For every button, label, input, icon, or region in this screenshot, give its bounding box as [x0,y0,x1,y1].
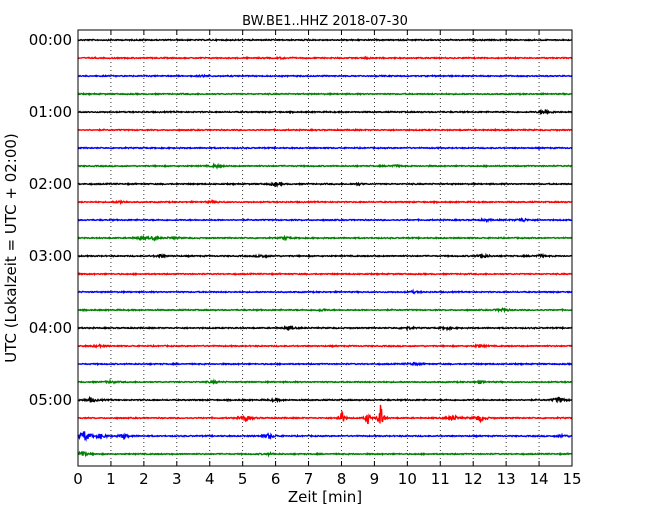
x-tick-label: 8 [337,470,347,488]
y-tick-label: 05:00 [29,391,72,409]
trace-0045 [77,91,573,97]
x-tick-label: 15 [562,470,581,488]
trace-0130 [77,145,573,151]
y-axis-ticks: 00:00 01:00 02:00 03:00 04:00 05:00 [29,31,572,409]
trace-0115 [77,127,573,133]
trace-0415 [77,343,573,350]
trace-0530 [77,431,573,443]
trace-0015 [77,55,573,61]
trace-0230 [77,217,573,224]
x-tick-label: 9 [370,470,380,488]
plot-frame [77,29,573,467]
x-axis-label: Zeit [min] [288,488,362,506]
x-tick-label: 3 [172,470,182,488]
trace-0200 [77,181,573,188]
trace-0330 [77,288,573,295]
x-tick-label: 2 [139,470,149,488]
trace-0500 [77,395,573,404]
trace-0215 [77,198,573,206]
trace-0100 [77,108,573,116]
trace-0030 [77,73,573,79]
x-tick-label: 11 [431,470,450,488]
trace-0315 [77,271,573,277]
x-tick-label: 10 [398,470,417,488]
seismic-traces [77,37,573,458]
trace-0400 [77,325,573,332]
x-tick-label: 12 [464,470,483,488]
trace-0245 [77,234,573,242]
y-tick-label: 03:00 [29,247,72,265]
x-tick-label: 6 [271,470,281,488]
trace-0430 [77,361,572,367]
x-tick-label: 5 [238,470,248,488]
trace-0545 [77,450,573,458]
chart-title: BW.BE1..HHZ 2018-07-30 [242,14,408,29]
x-tick-label: 14 [530,470,549,488]
trace-0145 [77,162,573,170]
x-tick-label: 4 [205,470,215,488]
y-tick-label: 04:00 [29,319,72,337]
y-tick-label: 01:00 [29,103,72,121]
x-tick-label: 1 [106,470,116,488]
trace-0515 [77,404,573,425]
trace-0000 [77,37,573,43]
x-tick-label: 13 [497,470,516,488]
x-tick-label: 0 [73,470,83,488]
y-tick-label: 02:00 [29,175,72,193]
x-tick-label: 7 [304,470,314,488]
trace-0345 [77,307,573,314]
trace-0300 [77,252,573,260]
vertical-grid [110,30,540,466]
y-tick-label: 00:00 [29,31,72,49]
y-axis-label: UTC (Lokalzeit = UTC + 02:00) [2,133,20,363]
x-axis-ticks: 0 1 2 3 4 5 6 7 8 9 10 11 12 13 14 15 [73,30,582,488]
trace-0445 [77,378,573,385]
